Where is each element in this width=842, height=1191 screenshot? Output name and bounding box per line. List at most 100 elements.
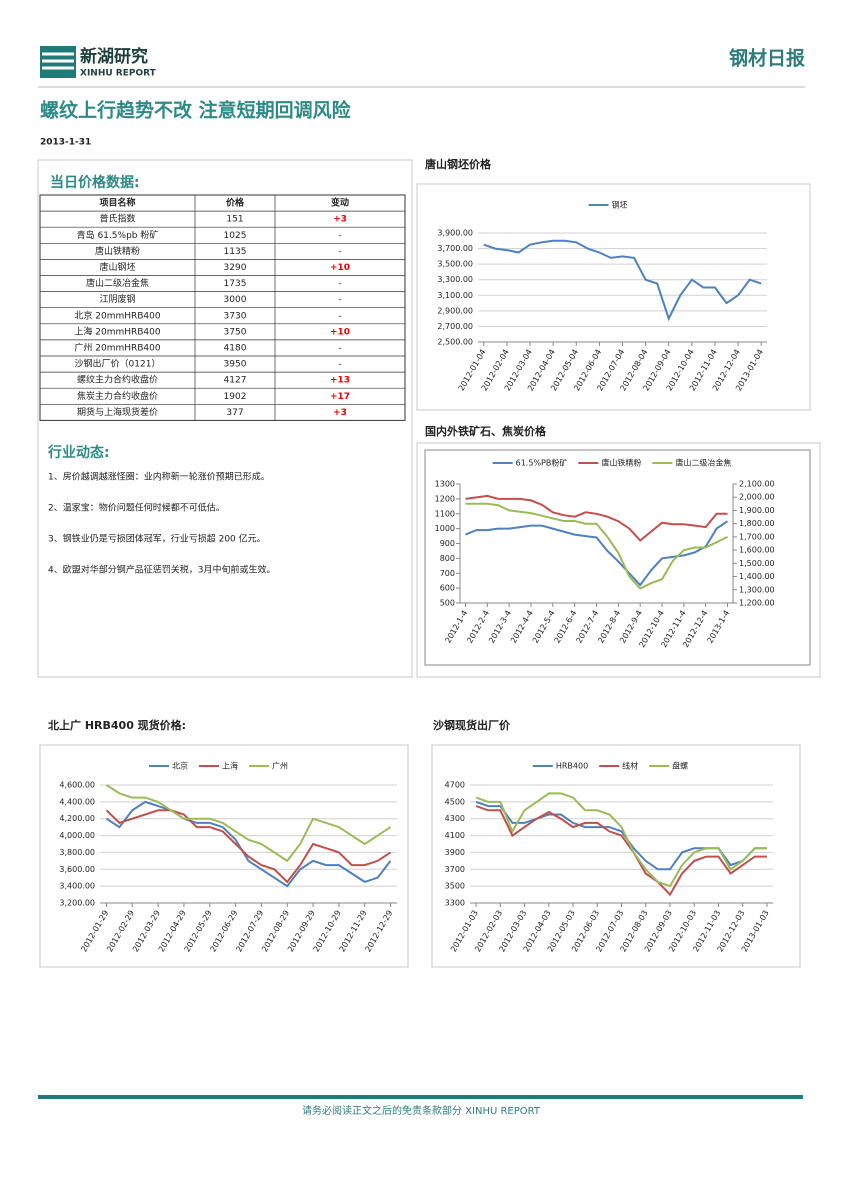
table-cell: 唐山铁精粉 [95,245,140,257]
table-cell: - [338,231,341,241]
y-tick-label: 4700 [445,781,465,790]
series-line [465,494,728,542]
chart-frame [416,183,811,411]
table-cell: 1735 [224,279,247,289]
y2-tick-label: 1,700.00 [739,532,775,541]
legend-label: 广州 [272,761,288,771]
y-tick-label: 3700 [445,865,465,874]
table-cell: 3950 [224,360,247,370]
chart-title: 北上广 HRB400 现货价格: [48,718,186,732]
y-tick-label: 3,900.00 [437,229,473,238]
y-tick-label: 3900 [445,848,465,857]
series-line [483,239,762,322]
y-tick-label: 3300 [445,899,465,908]
y-tick-label: 3,100.00 [437,291,473,300]
y-tick-label: 500 [440,599,455,608]
footer-note: 请务必阅读正文之后的免责条款部分 XINHU REPORT [302,1104,541,1117]
chart-frame [424,449,811,666]
table-cell: 3290 [224,263,247,273]
series-line [475,792,767,888]
legend-label: 线材 [622,761,638,771]
y-tick-label: 1000 [435,524,455,533]
chart-frame [431,744,801,968]
y2-tick-label: 1,600.00 [739,546,775,555]
y-tick-label: 3,500.00 [437,260,473,269]
table-cell: 4180 [224,343,247,353]
section-title: 当日价格数据: [50,174,140,191]
table-cell: +13 [330,376,350,386]
series-line [105,784,392,863]
y2-tick-label: 1,300.00 [739,585,775,594]
report-title: 螺纹上行趋势不改 注意短期回调风险 [40,99,352,122]
y-tick-label: 900 [440,539,455,548]
chart-title: 沙钢现货出厂价 [433,718,511,732]
y-tick-label: 4100 [445,831,465,840]
table-cell: 4127 [224,376,247,386]
table-header: 价格 [226,197,245,209]
table-cell: 151 [226,215,243,225]
y-tick-label: 3,400.00 [59,882,95,891]
section-title: 行业动态: [47,444,110,461]
y2-tick-label: 1,200.00 [739,599,775,608]
series-line [105,809,392,884]
x-tick-label: 2013-1-4 [705,609,731,645]
news-item: 4、欧盟对华部分钢产品征惩罚关税，3月中旬前或生效。 [48,564,275,576]
report-date: 2013-1-31 [40,138,91,148]
legend-label: 唐山二级冶金焦 [675,458,731,468]
series-line [465,502,728,590]
y-tick-label: 3,200.00 [59,899,95,908]
table-cell: 焦炭主力合约收盘价 [77,390,158,402]
y-tick-label: 1100 [435,509,455,518]
y2-tick-label: 1,400.00 [739,572,775,581]
y-tick-label: 600 [440,584,455,593]
legend-label: 唐山铁精粉 [601,458,641,468]
table-cell: +10 [330,327,350,337]
legend-label: 钢坯 [612,200,628,210]
table-cell: 3730 [224,311,247,321]
logo-cn: 新湖研究 [80,46,148,67]
table-cell: +10 [330,263,350,273]
y-tick-label: 2,500.00 [437,338,473,347]
news-item: 3、钢铁业仍是亏损团体冠军，行业亏损超 200 亿元。 [48,533,266,545]
report-name: 钢材日报 [729,47,805,70]
y-tick-label: 4,400.00 [59,797,95,806]
logo-waves [42,52,74,70]
table-cell: 唐山钢坯 [99,261,135,273]
table-cell: 江阴废钢 [99,293,135,305]
table-cell: 上海 20mmHRB400 [74,325,160,337]
table-cell: 沙钢出厂价（0121） [75,358,161,370]
y-tick-label: 1300 [435,480,455,489]
legend-label: HRB400 [556,762,588,771]
table-cell: +17 [330,392,350,402]
y2-tick-label: 2,000.00 [739,493,775,502]
y-tick-label: 4500 [445,797,465,806]
y-tick-label: 4,600.00 [59,781,95,790]
table-cell: 普氏指数 [99,213,135,225]
x-tick-label: 2012-12-29 [363,909,394,954]
table-cell: 青岛 61.5%pb 粉矿 [77,229,159,241]
table-header: 项目名称 [99,197,135,209]
y2-tick-label: 1,800.00 [739,519,775,528]
news-item: 1、房价越调越涨怪圈：业内称新一轮涨价预期已形成。 [48,471,270,483]
legend-label: 盘螺 [672,761,688,771]
table-cell: - [338,279,341,289]
table-cell: - [338,247,341,257]
series-line [465,520,729,587]
y-tick-label: 4300 [445,814,465,823]
y-tick-label: 3500 [445,882,465,891]
table-cell: +3 [333,215,347,225]
news-item: 2、温家宝：物价问题任何时候都不可低估。 [48,502,225,514]
y-tick-label: 3,300.00 [437,275,473,284]
left-panel [37,159,413,678]
logo: 新湖研究 XINHU REPORT [40,46,157,79]
y-tick-label: 4,200.00 [59,814,95,823]
table-cell: - [338,295,341,305]
legend-label: 上海 [222,761,238,771]
table-cell: 377 [226,408,243,418]
table-cell: - [338,311,341,321]
table-cell: 期货与上海现货差价 [77,406,158,418]
chart-frame [39,744,409,968]
table-cell: 唐山二级冶金焦 [86,277,149,289]
table-header: 变动 [331,197,349,209]
